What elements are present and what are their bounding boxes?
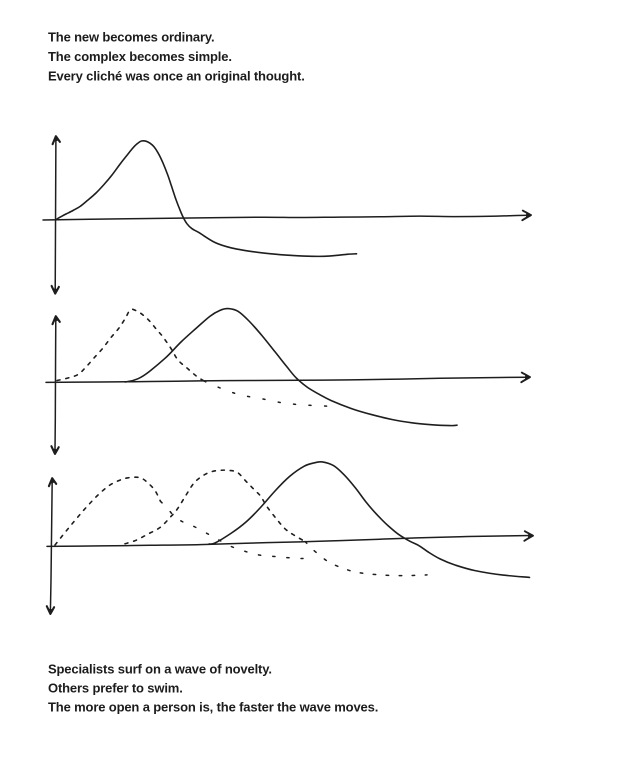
- svg-text:The new becomes ordinary.: The new becomes ordinary.: [48, 30, 215, 45]
- svg-text:The more open a person is, the: The more open a person is, the faster th…: [48, 700, 378, 715]
- svg-text:Others prefer to swim.: Others prefer to swim.: [48, 681, 183, 696]
- svg-text:The complex becomes simple.: The complex becomes simple.: [48, 49, 232, 64]
- svg-text:Specialists surf on a wave of: Specialists surf on a wave of novelty.: [48, 662, 272, 677]
- svg-text:Every cliché was once an origi: Every cliché was once an original though…: [48, 69, 305, 84]
